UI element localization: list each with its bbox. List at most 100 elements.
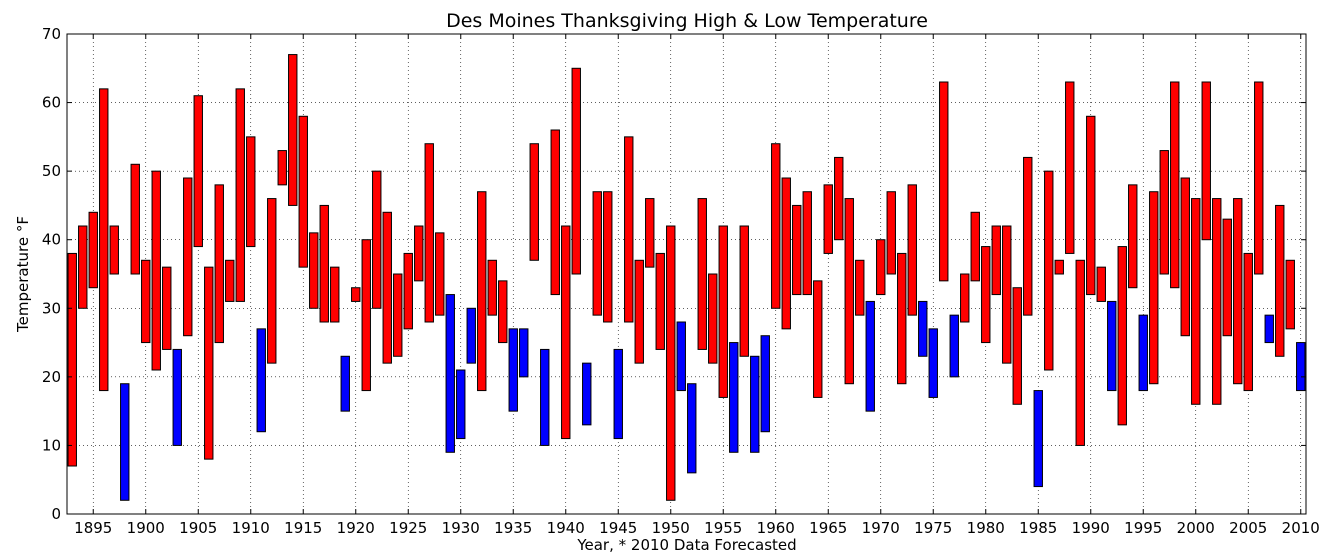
bar-2003 [1222,218,1232,337]
bar-1949 [655,252,665,350]
y-tick-label: 40 [42,231,61,249]
bar-1981 [991,225,1001,296]
bar-1958 [750,355,760,453]
bar-1944 [603,191,613,323]
bar-1926 [414,225,424,282]
bar-1996 [1149,191,1159,385]
y-tick-label: 20 [42,368,61,386]
bar-1962 [792,204,802,296]
x-axis-label: Year, * 2010 Data Forecasted [576,536,796,554]
axis-ticks [67,33,1306,515]
bar-1904 [183,177,193,337]
bar-2010 [1296,342,1306,392]
bar-1925 [403,252,413,330]
plot-frame [66,33,1307,515]
bar-1945 [613,348,623,440]
bar-1954 [708,273,718,364]
bar-1899 [130,163,140,275]
x-tick-label: 1990 [1072,519,1110,537]
bar-1927 [424,143,434,323]
bar-1957 [739,225,749,357]
bar-1966 [834,156,844,241]
bar-1938 [540,348,550,446]
bar-1900 [141,259,151,344]
bar-1968 [855,259,865,316]
x-tick-label: 1955 [704,519,742,537]
bar-1905 [193,95,203,248]
bar-1934 [498,280,508,344]
bar-1997 [1159,150,1169,275]
bar-1980 [981,246,991,344]
bar-1976 [939,81,949,282]
bar-1931 [466,307,476,364]
chart-title: Des Moines Thanksgiving High & Low Tempe… [446,10,928,32]
x-tick-label: 1930 [442,519,480,537]
x-tick-label: 2010 [1282,519,1320,537]
bar-1975 [928,328,938,398]
bar-1921 [361,239,371,392]
bar-1902 [162,266,172,350]
bar-1970 [876,239,886,296]
x-tick-label: 1910 [232,519,270,537]
bar-1999 [1180,177,1190,337]
bar-1972 [897,252,907,385]
bar-1939 [550,129,560,296]
x-tick-label: 1915 [284,519,322,537]
bar-1967 [844,198,854,385]
bar-1932 [477,191,487,392]
x-tick-label: 1995 [1124,519,1162,537]
bar-1896 [99,88,109,392]
bar-1943 [592,191,602,316]
bar-1909 [235,88,245,302]
bar-1929 [445,294,455,453]
bar-1956 [729,342,739,453]
x-tick-label: 2005 [1229,519,1267,537]
bar-1912 [267,198,277,364]
bar-1903 [172,348,182,446]
bar-1906 [204,266,214,460]
bar-1893 [67,252,77,467]
bar-1941 [571,67,581,275]
x-tick-label: 1945 [599,519,637,537]
x-tick-label: 1985 [1019,519,1057,537]
bar-1948 [645,198,655,268]
bar-1946 [624,136,634,323]
x-tick-label: 1980 [967,519,1005,537]
bar-1994 [1128,184,1138,289]
bar-1919 [340,355,350,412]
bar-1978 [960,273,970,323]
bar-1961 [781,177,791,330]
bar-2007 [1264,314,1274,344]
bar-1987 [1054,259,1064,275]
bar-1908 [225,259,235,302]
bar-2002 [1212,198,1222,405]
x-tick-label: 1895 [74,519,112,537]
bar-1895 [88,211,98,289]
bar-1985 [1033,390,1043,488]
bar-series [67,54,1306,501]
bar-1894 [78,225,88,309]
bar-1969 [865,300,875,412]
y-tick-label: 0 [51,505,61,523]
bar-1951 [676,321,686,392]
x-tick-label: 1960 [757,519,795,537]
x-tick-label: 1950 [652,519,690,537]
x-tick-label: 1920 [337,519,375,537]
bar-1998 [1170,81,1180,289]
bar-1953 [697,198,707,350]
bar-1959 [760,335,770,433]
x-tick-labels: 1895 1900 1905 1910 1915 1920 1925 1930 1935 1940… [74,519,1320,537]
bar-2000 [1191,198,1201,405]
bar-1991 [1096,266,1106,302]
bar-1955 [718,225,728,398]
bar-2001 [1201,81,1211,241]
bar-1901 [151,170,161,371]
bar-1979 [970,211,980,282]
bar-1947 [634,259,644,364]
bar-1928 [435,232,445,316]
y-tick-label: 30 [42,299,61,317]
bar-1986 [1044,170,1054,371]
bar-1990 [1086,115,1096,296]
bar-1916 [309,232,319,309]
bar-2006 [1254,81,1264,275]
